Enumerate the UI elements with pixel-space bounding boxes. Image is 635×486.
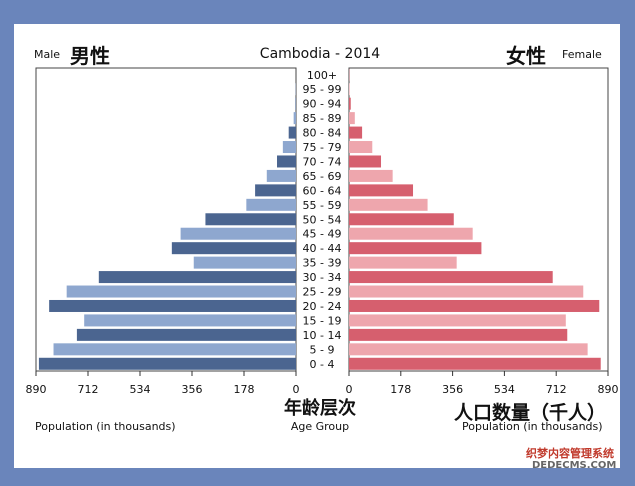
x-axis-tick-label: 356 (442, 383, 463, 396)
male-bar (282, 141, 296, 154)
male-label-cn: 男性 (70, 44, 110, 68)
x-axis-tick-label: 712 (546, 383, 567, 396)
x-axis-tick-label: 712 (78, 383, 99, 396)
male-bar (66, 285, 296, 298)
x-axis-tick-label: 890 (26, 383, 47, 396)
x-axis-tick-label: 356 (182, 383, 203, 396)
x-axis-tick-label: 0 (293, 383, 300, 396)
female-bar (349, 112, 355, 125)
female-bar (349, 169, 393, 182)
age-group-tick-label: 10 - 14 (303, 329, 342, 342)
age-group-tick-label: 70 - 74 (303, 155, 342, 168)
x-axis-label-left: Population (in thousands) (35, 420, 176, 433)
population-label-cn: 人口数量（千人） (454, 401, 606, 424)
male-bar (266, 169, 296, 182)
age-group-tick-label: 5 - 9 (310, 343, 335, 356)
watermark-line2: DEDECMS.COM (532, 460, 616, 468)
male-bar (180, 227, 296, 240)
age-group-tick-label: 45 - 49 (303, 228, 342, 241)
male-bar (98, 271, 296, 284)
female-bar (349, 213, 454, 226)
age-group-tick-label: 60 - 64 (303, 184, 342, 197)
age-group-tick-label: 85 - 89 (303, 112, 342, 125)
age-group-tick-label: 80 - 84 (303, 127, 342, 140)
female-bar (349, 227, 473, 240)
age-group-tick-label: 20 - 24 (303, 300, 342, 313)
female-bar (349, 314, 566, 327)
female-bar (349, 155, 382, 168)
female-bar (349, 198, 428, 211)
chart-card: Male 男性 Cambodia - 2014 女性 Female 0 - 4 5… (14, 24, 620, 468)
female-bar (349, 271, 553, 284)
age-group-tick-label: 40 - 44 (303, 242, 342, 255)
female-bar (349, 256, 457, 269)
female-bar (349, 97, 351, 110)
male-bar (246, 198, 296, 211)
male-bar (84, 314, 297, 327)
male-bar (295, 97, 296, 110)
age-group-tick-label: 25 - 29 (303, 286, 342, 299)
x-axis-tick-label: 890 (598, 383, 619, 396)
female-bar (349, 285, 584, 298)
female-bar (349, 328, 568, 341)
male-label: Male (34, 48, 60, 61)
age-group-tick-label: 90 - 94 (303, 98, 342, 111)
age-group-tick-label: 15 - 19 (303, 314, 342, 327)
female-bar (349, 126, 363, 139)
x-axis-tick-label: 534 (494, 383, 515, 396)
age-group-label-cn: 年龄层次 (284, 397, 356, 419)
age-group-tick-label: 35 - 39 (303, 257, 342, 270)
age-group-tick-label: 50 - 54 (303, 213, 342, 226)
male-bar (277, 155, 296, 168)
x-axis-label-right: Population (in thousands) (462, 420, 603, 433)
male-bar (293, 112, 296, 125)
watermark-line1: 织梦内容管理系统 (526, 446, 614, 460)
female-bar (349, 357, 601, 370)
x-axis-tick-label: 534 (130, 383, 151, 396)
age-group-tick-label: 95 - 99 (303, 83, 342, 96)
male-bar (288, 126, 296, 139)
x-axis-tick-label: 0 (346, 383, 353, 396)
age-group-tick-label: 30 - 34 (303, 271, 342, 284)
age-group-tick-label: 75 - 79 (303, 141, 342, 154)
male-bar (193, 256, 296, 269)
female-bar (349, 242, 482, 255)
female-bar (349, 83, 350, 96)
x-axis-label-center: Age Group (291, 420, 349, 433)
chart-title: Cambodia - 2014 (260, 46, 380, 62)
female-label-cn: 女性 (506, 44, 546, 68)
x-axis-tick-label: 178 (234, 383, 255, 396)
male-bar (53, 343, 296, 356)
age-group-tick-label: 100+ (307, 69, 337, 82)
male-bar (76, 328, 296, 341)
male-bar (205, 213, 296, 226)
female-label: Female (562, 48, 602, 61)
x-axis-tick-label: 178 (390, 383, 411, 396)
female-bar (349, 141, 373, 154)
age-group-tick-label: 55 - 59 (303, 199, 342, 212)
population-pyramid-chart: Male 男性 Cambodia - 2014 女性 Female 0 - 4 5… (26, 44, 619, 468)
female-bar (349, 184, 414, 197)
male-bar (38, 357, 296, 370)
male-bar (255, 184, 296, 197)
male-bar (49, 299, 296, 312)
age-group-tick-label: 0 - 4 (310, 358, 335, 371)
age-group-tick-label: 65 - 69 (303, 170, 342, 183)
male-bar (171, 242, 296, 255)
female-bar (349, 343, 588, 356)
female-bar (349, 299, 600, 312)
